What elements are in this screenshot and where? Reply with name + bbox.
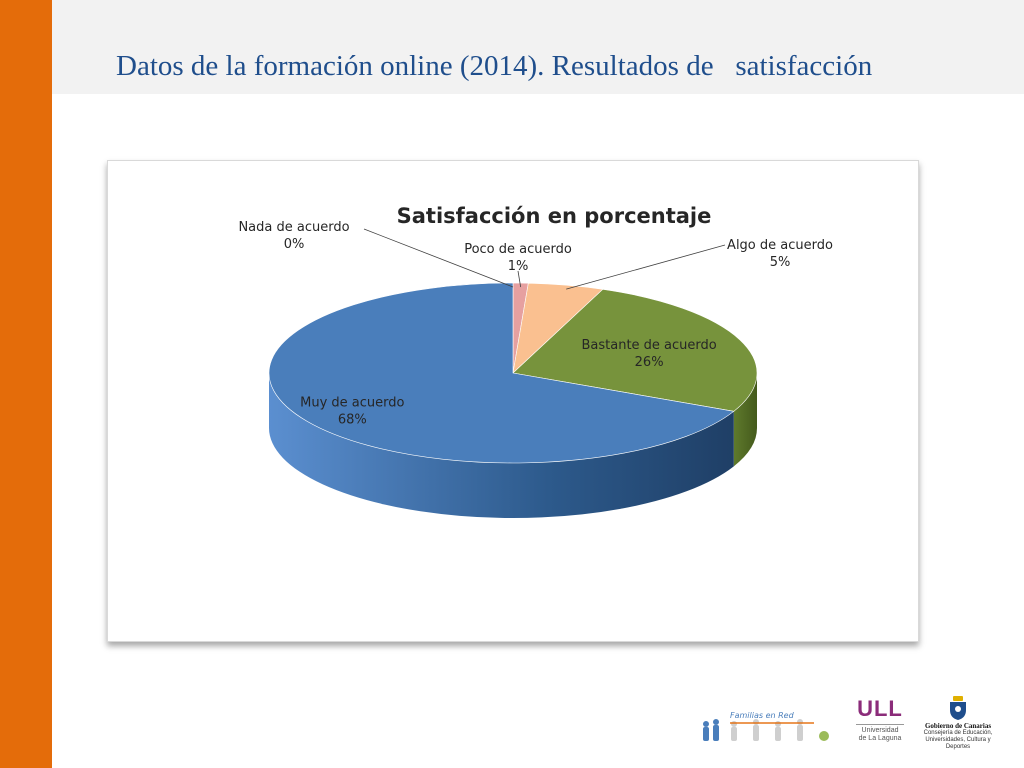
ull-line2: de La Laguna: [858, 735, 902, 742]
pie-chart: Satisfacción en porcentaje Nada de acuer…: [238, 204, 833, 518]
pie-sides: [269, 373, 757, 518]
gobierno-canarias-logo: Gobierno de Canarias Consejería de Educa…: [914, 694, 1002, 756]
leader-line-nada-de-acuerdo: [363, 228, 514, 288]
slice-label-bastante-de-acuerdo: Bastante de acuerdo: [581, 338, 716, 353]
pie-slice-bastante-de-acuerdo: [512, 289, 758, 412]
ull-logo: ULL Universidad de La Laguna: [850, 696, 910, 754]
pie-side-bastante-de-acuerdo: [733, 373, 757, 467]
slide-title: Datos de la formación online (2014). Res…: [116, 50, 873, 82]
gob-name: Gobierno de Canarias: [924, 722, 992, 730]
pie-labels: Nada de acuerdo 0% Poco de acuerdo 1% Algo d…: [238, 220, 833, 428]
accent-sidebar: [0, 0, 52, 768]
slice-label-algo-de-acuerdo: Algo de acuerdo: [727, 238, 833, 253]
slice-label-poco-de-acuerdo: Poco de acuerdo: [464, 242, 572, 257]
pie-slice-muy-de-acuerdo: [268, 282, 735, 464]
leader-line-algo-de-acuerdo: [566, 244, 726, 290]
chart-frame: Satisfacción en porcentaje Nada de acuer…: [107, 160, 919, 642]
pie-tops: [268, 282, 758, 464]
gob-line1: Consejería de Educación,: [923, 730, 993, 736]
slice-label-muy-de-acuerdo: Muy de acuerdo: [300, 396, 404, 411]
coat-of-arms-icon: [950, 696, 966, 720]
slice-value-nada-de-acuerdo: 0%: [284, 237, 305, 252]
leader-line-poco-de-acuerdo: [517, 270, 522, 288]
slice-value-poco-de-acuerdo: 1%: [508, 259, 529, 274]
chart-title: Satisfacción en porcentaje: [397, 204, 712, 228]
slice-label-nada-de-acuerdo: Nada de acuerdo: [238, 220, 349, 235]
ull-mark: ULL: [857, 696, 903, 721]
slice-value-bastante-de-acuerdo: 26%: [635, 355, 664, 370]
familias-logo-text: Familias en Red: [730, 711, 795, 720]
header-band: [52, 0, 1024, 94]
slice-value-muy-de-acuerdo: 68%: [338, 413, 367, 428]
pie-leaders: [363, 228, 726, 290]
slice-value-algo-de-acuerdo: 5%: [770, 255, 791, 270]
pie-side-muy-de-acuerdo: [269, 373, 734, 518]
footer-logos: Familias en Red ULL Universidad de La La…: [690, 690, 1024, 768]
familias-en-red-logo: Familias en Red: [696, 706, 836, 746]
gob-line2: Universidades, Cultura y Deportes: [925, 737, 991, 750]
ull-line1: Universidad: [861, 727, 899, 734]
